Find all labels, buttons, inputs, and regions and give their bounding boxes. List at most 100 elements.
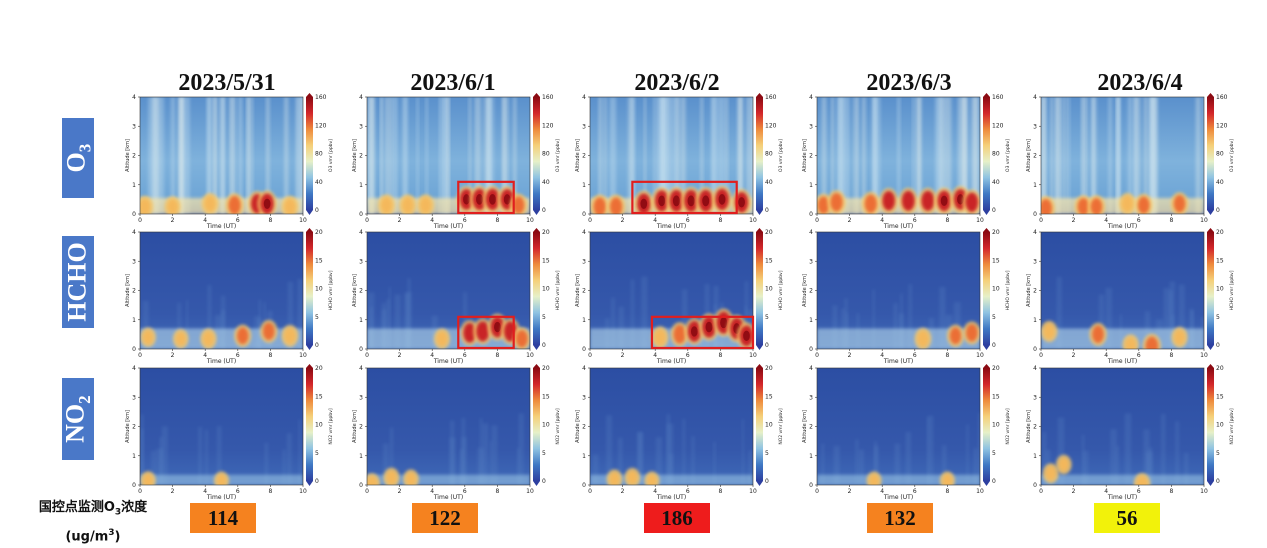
- heatmap-streak: [416, 97, 419, 214]
- heatmap-streak: [389, 427, 394, 485]
- heatmap-streak: [264, 442, 269, 485]
- colorbar-label: NO2 vmr [ppbv]: [1005, 408, 1011, 445]
- heatmap-streak: [1064, 97, 1068, 214]
- x-tick-label: 10: [299, 488, 307, 495]
- hotspot: [917, 330, 929, 347]
- heatmap-streak: [403, 292, 409, 349]
- x-tick-label: 8: [1169, 488, 1173, 495]
- hotspot: [1041, 198, 1052, 214]
- o3-value-box-3: 132: [867, 503, 933, 533]
- y-tick-label: 4: [132, 229, 136, 236]
- boundary-layer-band: [140, 328, 303, 349]
- y-axis-label: Altitude [km]: [575, 274, 581, 307]
- no2-label-main: NO: [60, 403, 90, 443]
- heatmap-streak: [178, 97, 185, 214]
- y-tick-label: 0: [359, 346, 363, 353]
- heatmap-streak: [438, 97, 442, 214]
- x-tick-label: 6: [913, 488, 917, 495]
- heatmap-streak: [517, 447, 520, 485]
- heatmap-streak: [1152, 97, 1158, 214]
- heatmap-streak: [945, 97, 952, 214]
- colorbar-label: HCHO vmr [ppbv]: [1005, 270, 1011, 310]
- y-tick-label: 4: [809, 365, 813, 372]
- hotspot: [1137, 196, 1150, 214]
- y-tick-label: 3: [809, 258, 813, 265]
- colorbar-tick-label: 40: [992, 179, 1000, 186]
- y-tick-label: 3: [132, 123, 136, 130]
- heatmap-streak: [1195, 97, 1201, 214]
- heatmap-streak: [961, 97, 966, 214]
- heatmap-streak: [368, 97, 375, 214]
- hotspot: [654, 329, 666, 346]
- colorbar-tick-label: 20: [542, 229, 550, 236]
- x-tick-label: 8: [1169, 352, 1173, 359]
- hotspot: [167, 199, 178, 214]
- heatmap-streak: [856, 97, 859, 214]
- heatmap-streak: [425, 97, 428, 214]
- heatmap-panel-hcho-0: 0 2 4 6 8 10 Time (UT) 0 1 2 3 4 Altitude [km] 0 5 10 15…: [125, 228, 334, 365]
- heatmap-panel-hcho-2: 0 2 4 6 8 10 Time (UT) 0 1 2 3 4 Altitude [km] 0 5 10 15…: [575, 228, 784, 365]
- boundary-layer-band: [367, 474, 530, 485]
- y-tick-label: 3: [582, 258, 586, 265]
- y-tick-label: 2: [359, 424, 363, 431]
- heatmap-panel-o3-4: 0 2 4 6 8 10 Time (UT) 0 1 2 3 4 Altitude [km] 0 40 80 1…: [1026, 93, 1235, 230]
- hotspot-core: [720, 317, 728, 329]
- heatmap-streak: [386, 298, 390, 349]
- hotspot-core: [957, 194, 964, 205]
- colorbar-tick-label: 15: [1216, 393, 1224, 400]
- heatmap-streak: [700, 97, 704, 214]
- hotspot: [367, 476, 378, 485]
- x-axis-label: Time (UT): [433, 358, 463, 365]
- hotspot: [1145, 336, 1159, 349]
- x-tick-label: 6: [463, 217, 467, 224]
- heatmap-streak: [297, 97, 303, 214]
- colorbar-tick-label: 80: [765, 151, 773, 158]
- colorbar-tick-label: 80: [542, 151, 550, 158]
- hotspot: [284, 327, 296, 344]
- hotspot: [965, 192, 979, 213]
- colorbar-top-arrow: [533, 228, 540, 232]
- x-tick-label: 6: [463, 352, 467, 359]
- hotspot: [1045, 466, 1056, 481]
- heatmap-streak: [855, 439, 859, 485]
- hotspot: [140, 198, 151, 214]
- heatmap-streak: [186, 299, 189, 349]
- heatmap-streak: [957, 97, 963, 214]
- hotspot: [830, 193, 843, 212]
- x-tick-label: 6: [686, 352, 690, 359]
- heatmap-streak: [637, 431, 643, 485]
- colorbar-tick-label: 15: [992, 393, 1000, 400]
- x-tick-label: 0: [365, 488, 369, 495]
- heatmap-streak: [630, 97, 635, 214]
- heatmap-streak: [641, 276, 648, 349]
- heatmap-streak: [1124, 413, 1132, 485]
- y-tick-label: 1: [132, 317, 136, 324]
- o3-value-box-1: 122: [412, 503, 478, 533]
- colorbar-label: HCHO vmr [ppbv]: [555, 270, 561, 310]
- x-tick-label: 2: [848, 217, 852, 224]
- boundary-layer-band: [1041, 474, 1204, 485]
- hotspot-core: [263, 198, 271, 209]
- x-tick-label: 6: [236, 217, 240, 224]
- y-tick-label: 2: [359, 153, 363, 160]
- heatmap-streak: [1116, 97, 1121, 214]
- x-tick-label: 4: [653, 217, 657, 224]
- heatmap-streak: [682, 418, 686, 485]
- y-tick-label: 2: [809, 153, 813, 160]
- x-tick-label: 6: [913, 352, 917, 359]
- y-tick-label: 2: [809, 424, 813, 431]
- x-tick-label: 2: [398, 488, 402, 495]
- heatmap-streak: [1178, 284, 1185, 349]
- colorbar-tick-label: 40: [542, 179, 550, 186]
- colorbar-tick-label: 0: [992, 342, 996, 349]
- hotspot: [673, 325, 686, 344]
- colorbar-top-arrow: [1207, 228, 1214, 232]
- colorbar: [756, 368, 763, 481]
- y-tick-label: 2: [582, 153, 586, 160]
- heatmap-streak: [394, 294, 401, 349]
- heatmap-panel-no2-2: 0 2 4 6 8 10 Time (UT) 0 1 2 3 4 Altitude [km] 0 5 10 15…: [575, 364, 784, 501]
- x-tick-label: 6: [913, 217, 917, 224]
- heatmap-streak: [489, 440, 493, 485]
- hotspot-core: [743, 330, 750, 342]
- heatmap-streak: [221, 295, 226, 349]
